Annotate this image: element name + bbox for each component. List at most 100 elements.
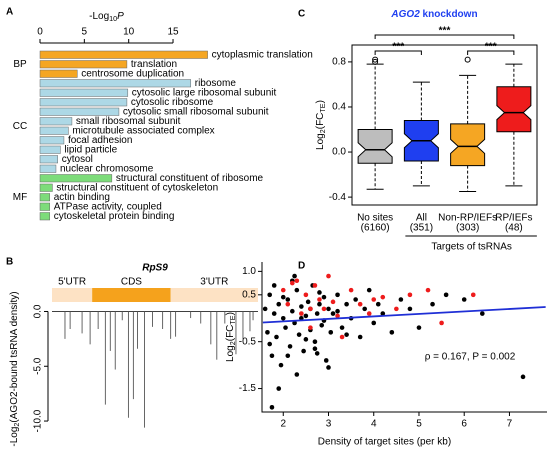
significance-label: *** — [439, 26, 451, 37]
point — [299, 304, 304, 309]
point — [323, 358, 329, 363]
point — [330, 311, 336, 316]
point — [262, 306, 268, 312]
bar — [39, 174, 113, 183]
point — [292, 320, 297, 326]
bar-label: actin binding — [54, 192, 110, 203]
point — [353, 297, 358, 302]
y-tick-label: 1.0 — [242, 266, 256, 277]
point — [344, 332, 349, 337]
y-axis-title-part: TE — [318, 103, 327, 112]
point — [326, 306, 331, 312]
bar-label: structural constituent of cytoskeleton — [56, 183, 218, 194]
y-axis-title-part: 2 — [12, 423, 21, 427]
x-tick-label: 3 — [326, 419, 332, 430]
x-tick-count: (351) — [410, 223, 433, 234]
y-axis-title-part: ) — [225, 312, 236, 315]
point — [339, 325, 345, 330]
y-axis-title-part: (FC — [225, 325, 236, 342]
point — [326, 273, 331, 279]
x-axis-title: -Log10P — [89, 11, 124, 23]
panel-letter: D — [298, 261, 305, 272]
x-tick-label: 5 — [416, 419, 422, 430]
point — [312, 346, 318, 352]
y-tick-label: -0.5 — [239, 336, 257, 347]
point — [280, 287, 286, 293]
point — [371, 297, 377, 302]
outlier — [372, 56, 379, 63]
x-tick-label: 0 — [37, 27, 43, 38]
gene-region — [52, 288, 93, 302]
x-tick-label: All — [416, 213, 427, 224]
point — [267, 341, 272, 347]
bar-label: structural constituent of ribosome — [116, 173, 264, 184]
bar-label: small ribosomal subunit — [76, 116, 181, 127]
annotation: ρ = 0.167, P = 0.002 — [425, 352, 516, 363]
group-label: MF — [13, 192, 27, 203]
point — [344, 301, 349, 307]
region-label: 3'UTR — [200, 277, 228, 288]
point — [398, 297, 404, 302]
y-tick-label: 0.0 — [332, 147, 346, 158]
x-tick-count: (303) — [456, 223, 479, 234]
point — [283, 325, 288, 330]
panel-letter: B — [6, 257, 13, 268]
y-tick-label: -0.4 — [329, 192, 347, 203]
x-tick-label: 5 — [82, 27, 88, 38]
y-axis-title-part: Log — [225, 345, 236, 362]
point — [312, 339, 318, 344]
y-axis-title-part: 2 — [318, 129, 327, 133]
gene-region — [170, 288, 258, 302]
point — [314, 311, 320, 316]
point — [317, 297, 322, 302]
significance-bracket — [374, 50, 422, 55]
bar-label: centrosome duplication — [81, 69, 184, 80]
point — [321, 294, 327, 300]
y-axis-title-part: (FC — [315, 113, 326, 130]
bar-label: cytosolic small ribosomal subunit — [123, 107, 269, 118]
bar — [39, 164, 57, 173]
point — [290, 280, 295, 286]
bar — [39, 212, 51, 221]
bar — [39, 126, 69, 135]
y-axis-title-part: Log — [315, 133, 326, 150]
point — [407, 306, 413, 312]
point — [276, 301, 282, 307]
y-axis-title-part: TE — [228, 315, 237, 324]
point — [380, 311, 386, 316]
x-axis-title-part: 10 — [109, 14, 117, 23]
panel-letter: C — [298, 9, 305, 20]
point — [274, 334, 279, 340]
point — [335, 313, 340, 319]
x-axis-title: Density of target sites (per kb) — [318, 437, 451, 448]
significance-label: *** — [485, 42, 497, 53]
y-axis-title-part: 2 — [228, 341, 237, 345]
point — [520, 374, 526, 380]
point — [319, 322, 325, 328]
bar — [39, 98, 128, 107]
group-label: CC — [13, 121, 27, 132]
axes — [261, 262, 547, 413]
point — [285, 353, 291, 359]
bar — [39, 193, 51, 202]
x-tick-label: Non-RP/IEFs — [438, 213, 497, 224]
point — [335, 308, 340, 314]
point — [294, 372, 300, 377]
point — [276, 386, 282, 391]
y-axis-title-part: (AGO2-bound tsRNA density) — [9, 291, 20, 422]
point — [357, 301, 363, 307]
bar-label: ATPase activity, coupled — [54, 202, 162, 213]
point — [294, 287, 300, 293]
group-label: BP — [13, 59, 27, 70]
point — [265, 330, 270, 335]
point — [317, 290, 322, 295]
y-tick-label: -5.0 — [33, 357, 44, 375]
significance-label: *** — [392, 42, 404, 53]
bar — [39, 69, 78, 78]
point — [271, 311, 277, 316]
point — [294, 278, 300, 284]
x-tick-label: RP/IEFs — [495, 213, 532, 224]
point — [439, 320, 444, 326]
bar-label: cytoskeletal protein binding — [54, 211, 175, 222]
